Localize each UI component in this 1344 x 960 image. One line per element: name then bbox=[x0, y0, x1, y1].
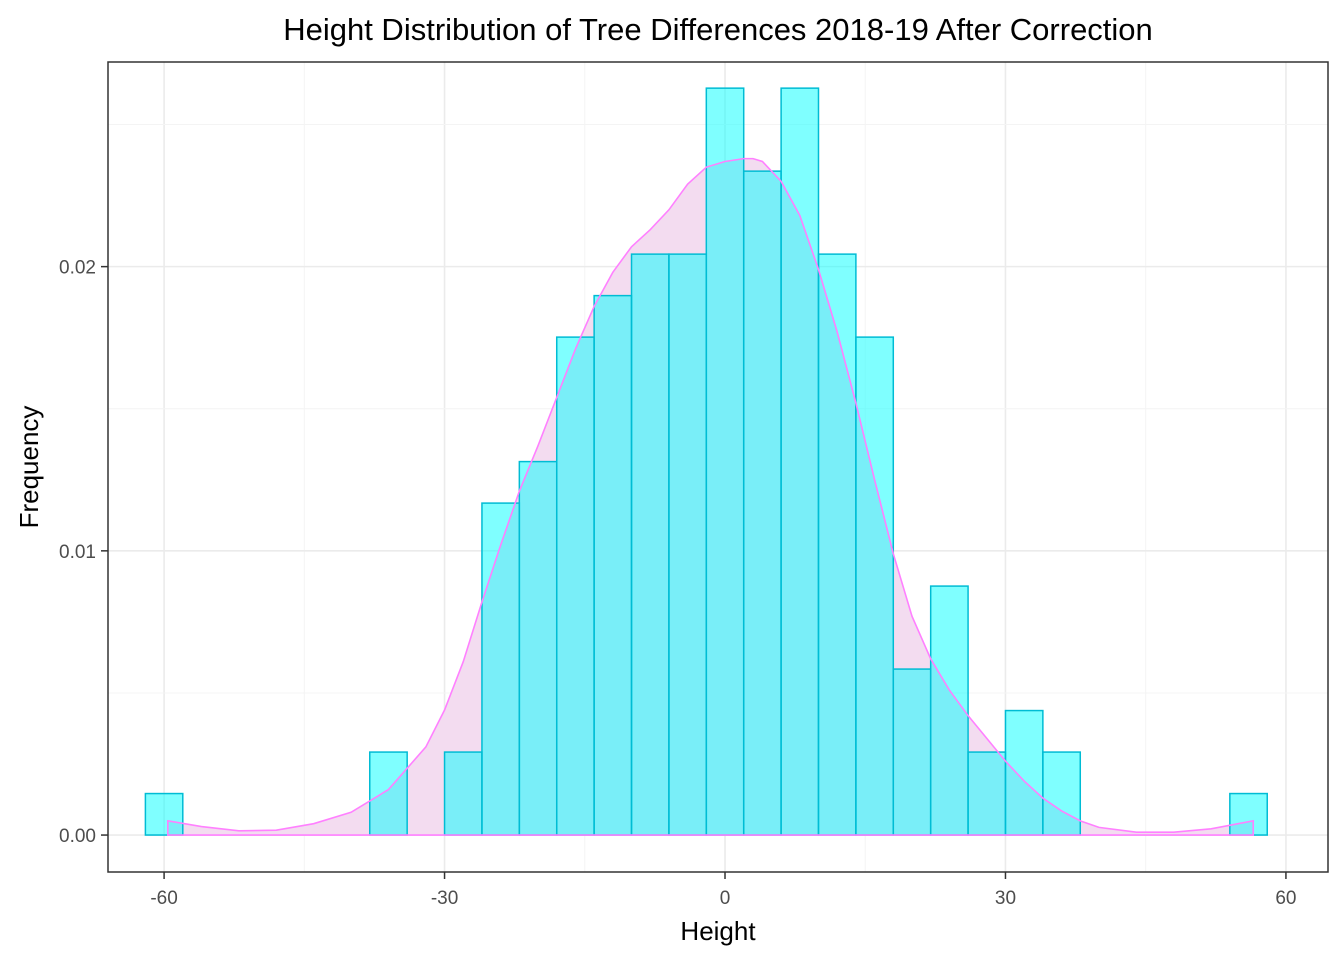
histogram-bar bbox=[668, 253, 708, 836]
histogram-bar bbox=[481, 502, 521, 836]
histogram-bar bbox=[967, 751, 1007, 836]
histogram-bar bbox=[1004, 709, 1044, 836]
histogram-bar bbox=[593, 294, 633, 836]
y-axis-title: Frequency bbox=[14, 406, 44, 529]
density-line bbox=[167, 157, 1255, 836]
histogram-bar bbox=[630, 253, 670, 836]
plot-panel-border bbox=[107, 61, 1329, 873]
histogram-bar bbox=[443, 751, 483, 836]
histogram-bar bbox=[518, 460, 558, 836]
x-tick-label: 0 bbox=[720, 888, 731, 909]
histogram-bar bbox=[555, 336, 595, 836]
histogram-bar bbox=[144, 792, 184, 836]
x-tick-label: 30 bbox=[995, 888, 1016, 909]
y-tick-label: 0.02 bbox=[59, 258, 96, 279]
y-tick-label: 0.01 bbox=[59, 542, 96, 563]
axes: -60 -30 0 30 60 0.00 0.01 0.02 bbox=[59, 258, 1296, 909]
histogram-bar bbox=[780, 87, 820, 836]
histogram-bar bbox=[1042, 751, 1082, 836]
x-tick-label: -60 bbox=[150, 888, 177, 909]
histogram-bar bbox=[929, 585, 969, 836]
x-tick-label: 60 bbox=[1275, 888, 1296, 909]
histogram-bar bbox=[705, 87, 745, 836]
histogram-bar bbox=[892, 668, 932, 836]
histogram-bar bbox=[817, 253, 857, 836]
x-tick-label: -30 bbox=[431, 888, 458, 909]
histogram-bar bbox=[855, 336, 895, 836]
chart-title: Height Distribution of Tree Differences … bbox=[283, 12, 1153, 47]
x-axis-title: Height bbox=[680, 916, 756, 946]
histogram-bar bbox=[369, 751, 408, 836]
histogram-bar bbox=[742, 170, 782, 836]
y-tick-label: 0.00 bbox=[59, 826, 96, 847]
density-curve bbox=[167, 157, 1255, 836]
histogram-bar bbox=[1229, 792, 1268, 836]
